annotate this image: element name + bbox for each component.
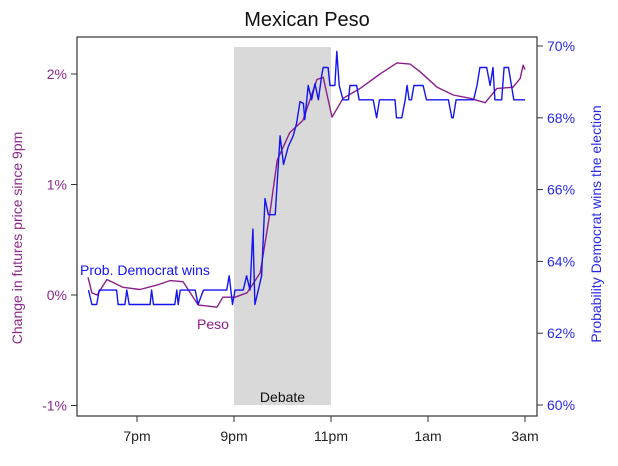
plot-frame xyxy=(76,36,538,417)
y-right-tick-label: 66% xyxy=(547,182,575,198)
y-left-tick-label: 2% xyxy=(47,66,67,82)
y-left-tick-label: -1% xyxy=(42,398,67,414)
x-tick-label: 3am xyxy=(511,428,538,444)
peso-line xyxy=(87,62,526,308)
prob-series-label: Prob. Democrat wins xyxy=(80,262,210,278)
y-right-tick-label: 62% xyxy=(547,325,575,341)
x-tick-label: 9pm xyxy=(220,428,247,444)
y-right-tick-label: 60% xyxy=(547,397,575,413)
peso-series-label: Peso xyxy=(197,316,229,332)
y-axis-right-label: Probability Democrat wins the election xyxy=(588,105,604,342)
y-left-tick-label: 0% xyxy=(47,287,67,303)
y-right-tick-label: 70% xyxy=(547,38,575,54)
debate-shaded-region xyxy=(234,47,331,405)
chart-title: Mexican Peso xyxy=(244,9,370,31)
y-axis-left-label: Change in futures price since 9pm xyxy=(9,132,25,344)
debate-label: Debate xyxy=(260,389,305,405)
prob-democrat-line xyxy=(87,50,525,306)
x-tick-label: 7pm xyxy=(123,428,150,444)
y-left-tick-label: 1% xyxy=(47,177,67,193)
y-right-tick-label: 64% xyxy=(547,253,575,269)
y-right-tick-label: 68% xyxy=(547,110,575,126)
x-tick-label: 1am xyxy=(414,428,441,444)
x-tick-label: 11pm xyxy=(314,428,348,444)
